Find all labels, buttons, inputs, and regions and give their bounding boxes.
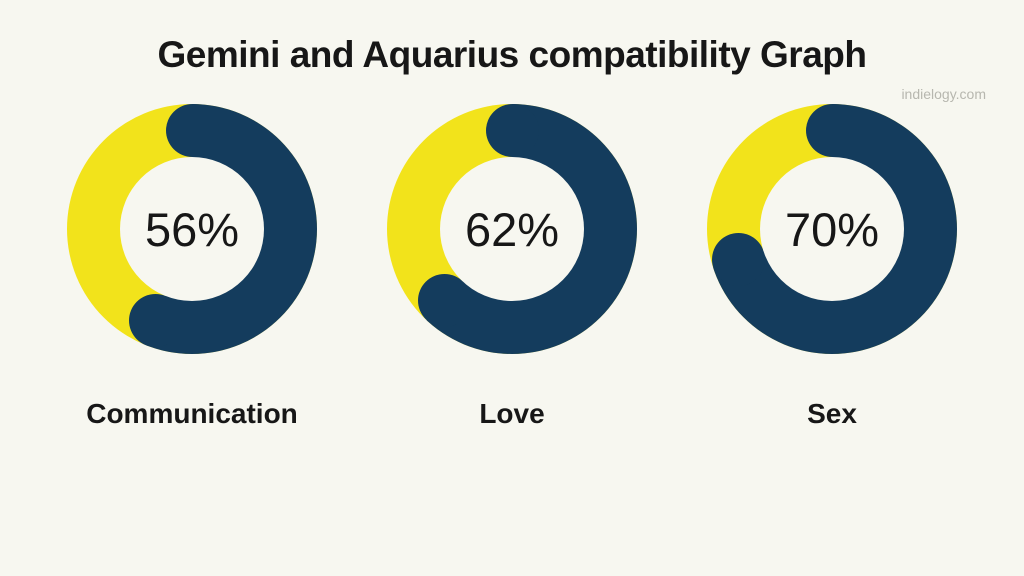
chart-label: Communication <box>86 398 298 430</box>
charts-row: 56% Communication 62% Love <box>0 104 1024 430</box>
arc-cap-start <box>486 104 539 157</box>
watermark: indielogy.com <box>901 86 986 102</box>
donut-hole: 56% <box>120 157 264 301</box>
donut-hole: 70% <box>760 157 904 301</box>
chart-sex: 70% Sex <box>707 104 957 430</box>
donut-love: 62% <box>387 104 637 354</box>
page-title: Gemini and Aquarius compatibility Graph <box>0 34 1024 76</box>
donut-value: 62% <box>465 202 559 257</box>
chart-love: 62% Love <box>387 104 637 430</box>
donut-sex: 70% <box>707 104 957 354</box>
arc-cap-start <box>806 104 859 157</box>
donut-value: 56% <box>145 202 239 257</box>
chart-label: Love <box>479 398 544 430</box>
chart-label: Sex <box>807 398 857 430</box>
arc-cap-end <box>712 233 765 286</box>
page: Gemini and Aquarius compatibility Graph … <box>0 0 1024 576</box>
donut-value: 70% <box>785 202 879 257</box>
arc-cap-start <box>166 104 219 157</box>
donut-communication: 56% <box>67 104 317 354</box>
chart-communication: 56% Communication <box>67 104 317 430</box>
donut-hole: 62% <box>440 157 584 301</box>
arc-cap-end <box>129 294 182 347</box>
